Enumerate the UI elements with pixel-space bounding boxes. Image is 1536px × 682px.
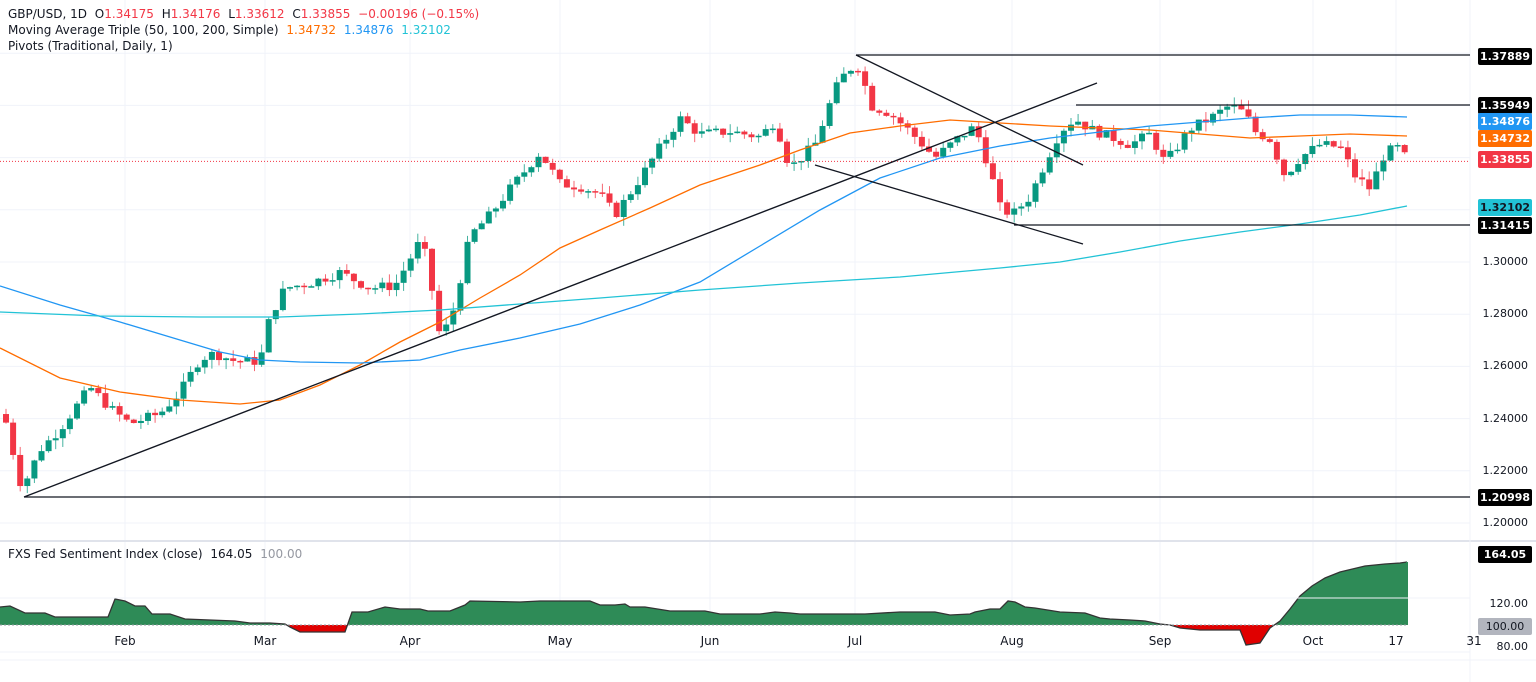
change-value: −0.00196 (−0.15%) — [358, 7, 480, 21]
pivot-s1-tag: 1.31415 — [1478, 217, 1532, 234]
time-label: Sep — [1148, 634, 1172, 648]
pivot-s2-tag: 1.20998 — [1478, 489, 1532, 506]
pivots-legend[interactable]: Pivots (Traditional, Daily, 1) — [8, 38, 177, 54]
ma200-value: 1.32102 — [401, 23, 451, 37]
uptrend-line — [23, 82, 1098, 498]
time-label: Jul — [847, 634, 863, 648]
time-label: Oct — [1302, 634, 1324, 648]
time-label: Jun — [700, 634, 720, 648]
ma100-line — [0, 114, 1408, 364]
price-tick: 1.24000 — [1482, 412, 1529, 425]
price-tick: 1.30000 — [1482, 255, 1529, 268]
sentiment-line — [0, 561, 1408, 646]
indicator-tick: 80.00 — [1496, 640, 1529, 653]
high-value: H1.34176 — [161, 7, 221, 21]
pivots-name: Pivots (Traditional, Daily, 1) — [8, 39, 173, 53]
price-tick: 1.20000 — [1482, 516, 1529, 529]
time-label: Mar — [253, 634, 277, 648]
ma100-value: 1.34876 — [343, 23, 394, 37]
indicator-baseline: 100.00 — [260, 547, 303, 561]
indicator-legend[interactable]: FXS Fed Sentiment Index (close) 164.05 1… — [8, 546, 306, 562]
sentiment-positive-area — [0, 562, 1407, 625]
time-label: Aug — [1000, 634, 1024, 648]
pivot-r2-tag: 1.37889 — [1478, 48, 1532, 65]
indicator-tick: 120.00 — [1489, 597, 1529, 610]
low-value: L1.33612 — [228, 7, 285, 21]
price-tick: 1.22000 — [1482, 464, 1529, 477]
symbol-name: GBP/USD, 1D — [8, 7, 87, 21]
time-label: May — [547, 634, 573, 648]
ma200-tag: 1.32102 — [1478, 199, 1532, 216]
candles — [3, 66, 1408, 494]
indicator-name: FXS Fed Sentiment Index (close) — [8, 547, 203, 561]
sentiment-negative-area — [0, 625, 1407, 645]
channel-upper-line — [855, 54, 1084, 166]
close-value: C1.33855 — [292, 7, 351, 21]
time-label: Apr — [399, 634, 421, 648]
last-price-tag: 1.33855 — [1478, 151, 1532, 168]
channel-lower-line — [814, 164, 1084, 245]
ma50-value: 1.34732 — [286, 23, 336, 37]
ma-legend[interactable]: Moving Average Triple (50, 100, 200, Sim… — [8, 22, 455, 38]
indicator-value-tag: 164.05 — [1478, 546, 1532, 563]
pivot-r1-tag: 1.35949 — [1478, 97, 1532, 114]
ma-name: Moving Average Triple (50, 100, 200, Sim… — [8, 23, 279, 37]
price-tick: 1.28000 — [1482, 307, 1529, 320]
time-label: 17 — [1388, 634, 1404, 648]
time-label: 31 — [1466, 634, 1482, 648]
symbol-legend: GBP/USD, 1D O1.34175 H1.34176 L1.33612 C… — [8, 6, 483, 22]
time-label: Feb — [114, 634, 136, 648]
indicator-value: 164.05 — [210, 547, 253, 561]
open-value: O1.34175 — [94, 7, 154, 21]
price-tick: 1.26000 — [1482, 359, 1529, 372]
ma200-line — [0, 205, 1408, 318]
ma100-tag: 1.34876 — [1478, 113, 1532, 130]
indicator-baseline-tag: 100.00 — [1478, 618, 1532, 635]
ma50-tag: 1.34732 — [1478, 130, 1532, 147]
